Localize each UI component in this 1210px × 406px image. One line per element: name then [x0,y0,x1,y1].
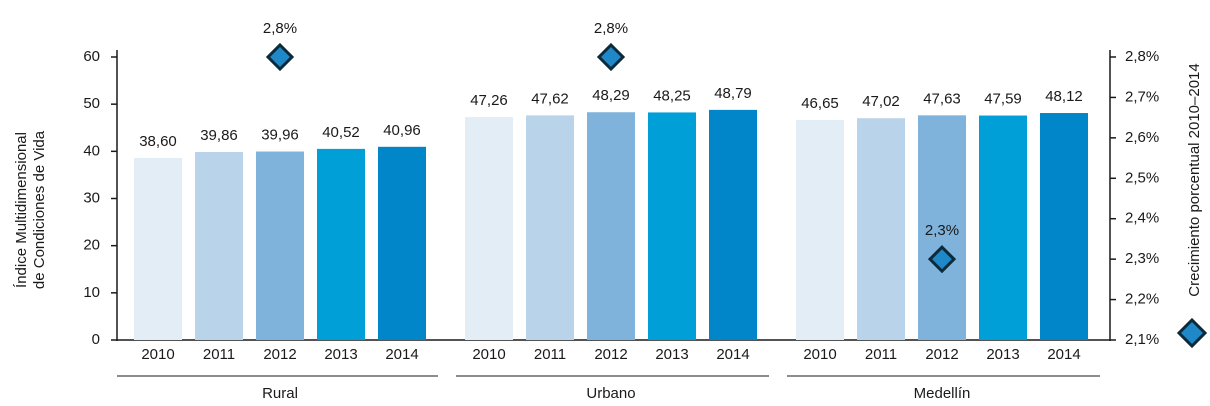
data-label: 38,60 [139,133,177,150]
bar [648,112,696,340]
growth-label: 2,8% [263,20,297,37]
y2-tick-label: 2,8% [1125,48,1159,65]
x-tick-label: 2012 [594,346,627,363]
y2-tick-label: 2,2% [1125,291,1159,308]
data-label: 39,86 [200,127,238,144]
bar [857,118,905,340]
legend-diamond [1176,317,1208,349]
x-tick-label: 2010 [803,346,836,363]
x-tick-label: 2011 [534,346,566,363]
data-label: 47,62 [531,90,569,107]
growth-label: 2,3% [925,222,959,239]
y-tick-label: 60 [83,48,100,65]
bar [796,119,844,340]
growth-marker [596,42,626,72]
bar [918,115,966,340]
x-tick-label: 2012 [925,346,958,363]
x-tick-label: 2012 [263,346,296,363]
y-tick-label: 50 [83,95,100,112]
y-tick-label: 10 [83,284,100,301]
bar [526,115,574,340]
x-tick-label: 2014 [716,346,749,363]
x-tick-label: 2013 [324,346,357,363]
x-tick-label: 2013 [655,346,688,363]
data-label: 39,96 [261,126,299,143]
x-tick-label: 2013 [986,346,1019,363]
data-label: 47,02 [862,93,900,110]
group-label: Rural [262,385,298,402]
data-label: 47,63 [923,90,961,107]
x-tick-label: 2010 [472,346,505,363]
data-label: 47,26 [470,92,508,109]
y-tick-label: 0 [92,331,100,348]
bar [465,117,513,340]
y2-tick-label: 2,1% [1125,331,1159,348]
bar [587,112,635,340]
bar [378,146,426,340]
y2-tick-label: 2,6% [1125,129,1159,146]
growth-marker [265,42,295,72]
x-tick-label: 2014 [385,346,418,363]
group-label: Urbano [586,385,635,402]
y2-tick-label: 2,4% [1125,210,1159,227]
data-label: 46,65 [801,95,839,112]
bar [317,148,365,340]
y-axis-title: Índice Multidimensional [13,132,30,288]
data-label: 48,12 [1045,88,1083,105]
bar [1040,113,1088,340]
y-tick-label: 20 [83,237,100,254]
data-label: 40,52 [322,124,360,141]
bar [709,109,757,340]
data-label: 40,96 [383,122,421,139]
x-tick-label: 2014 [1047,346,1080,363]
y2-tick-label: 2,3% [1125,250,1159,267]
group-label: Medellín [914,385,971,402]
x-tick-label: 2011 [203,346,235,363]
bar [195,151,243,340]
bar [134,157,182,340]
bar [979,115,1027,340]
y-tick-label: 30 [83,189,100,206]
growth-label: 2,8% [594,20,628,37]
y-tick-label: 40 [83,142,100,159]
x-tick-label: 2011 [865,346,897,363]
growth-marker [927,245,957,274]
y-axis-title: de Condiciones de Vida [31,130,48,289]
data-label: 47,59 [984,91,1022,108]
x-tick-label: 2010 [141,346,174,363]
data-label: 48,29 [592,87,630,104]
y2-axis-title: Crecimiento porcentual 2010–2014 [1186,63,1203,297]
y2-tick-label: 2,5% [1125,169,1159,186]
data-label: 48,25 [653,87,691,104]
y2-tick-label: 2,7% [1125,88,1159,105]
data-label: 48,79 [714,85,752,102]
bar [256,151,304,340]
